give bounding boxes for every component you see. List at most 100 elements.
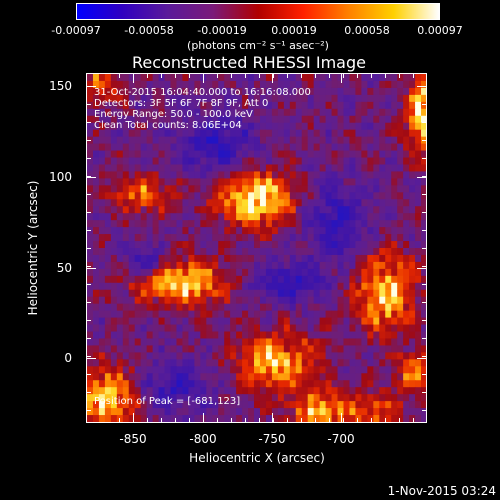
heatmap-cell [176, 303, 183, 312]
heatmap-cell [170, 373, 177, 381]
heatmap-cell [140, 164, 148, 172]
heatmap-cell [110, 324, 118, 333]
heatmap-cell [182, 380, 189, 388]
heatmap-cell [218, 164, 225, 172]
heatmap-cell [403, 108, 410, 117]
heatmap-cell [403, 185, 410, 193]
heatmap-cell [379, 366, 386, 374]
heatmap-cell [158, 373, 166, 381]
heatmap-cell [212, 241, 219, 249]
heatmap-cell [98, 303, 106, 312]
heatmap-cell [182, 220, 189, 228]
heatmap-cell [337, 275, 344, 284]
heatmap-cell [98, 87, 106, 96]
heatmap-cell [283, 338, 291, 346]
heatmap-cell [259, 178, 267, 186]
heatmap-cell [230, 415, 237, 422]
heatmap-cell [248, 310, 255, 319]
heatmap-cell [242, 366, 249, 374]
heatmap-cell [104, 310, 112, 319]
heatmap-cell [92, 366, 100, 374]
heatmap-cell [140, 80, 148, 89]
heatmap-cell [92, 373, 100, 381]
heatmap-cell [277, 220, 285, 228]
heatmap-cell [104, 289, 112, 298]
heatmap-cell [87, 261, 94, 270]
heatmap-cell [254, 310, 261, 319]
heatmap-cell [242, 227, 249, 235]
heatmap-cell [373, 387, 380, 395]
heatmap-cell [289, 296, 297, 305]
heatmap-cell [289, 373, 297, 381]
heatmap-cell [409, 359, 416, 367]
heatmap-cell [218, 338, 225, 346]
heatmap-cell [319, 206, 327, 214]
heatmap-cell [206, 122, 213, 131]
heatmap-cell [212, 282, 219, 291]
heatmap-cell [170, 380, 177, 388]
heatmap-cell [331, 101, 339, 110]
heatmap-cell [331, 303, 339, 312]
heatmap-cell [283, 129, 291, 138]
heatmap-cell [134, 415, 142, 422]
heatmap-cell [289, 234, 297, 242]
heatmap-cell [146, 331, 154, 339]
heatmap-cell [170, 94, 177, 103]
heatmap-cell [116, 234, 124, 242]
heatmap-cell [319, 87, 327, 96]
heatmap-cell [116, 254, 124, 263]
heatmap-cell [271, 366, 279, 374]
heatmap-cell [271, 345, 279, 353]
heatmap-cell [319, 359, 327, 367]
heatmap-cell [98, 164, 106, 172]
heatmap-cell [277, 157, 285, 165]
heatmap-cell [152, 303, 160, 312]
heatmap-cell [92, 359, 100, 367]
heatmap-cell [254, 129, 261, 138]
heatmap-cell [409, 143, 416, 152]
heatmap-cell [104, 178, 112, 186]
heatmap-cell [87, 178, 94, 186]
heatmap-cell [218, 192, 225, 200]
heatmap-cell [224, 366, 231, 374]
heatmap-cell [140, 206, 148, 214]
heatmap-cell [373, 261, 380, 270]
tick-mark [189, 418, 190, 422]
heatmap-cell [415, 359, 422, 367]
heatmap-cell [116, 164, 124, 172]
heatmap-cell [164, 101, 172, 110]
heatmap-cell [265, 143, 273, 152]
heatmap-cell [158, 289, 166, 298]
heatmap-cell [289, 310, 297, 319]
heatmap-cell [295, 310, 303, 319]
heatmap-cell [158, 199, 166, 207]
heatmap-cell [361, 324, 368, 333]
heatmap-cell [176, 234, 183, 242]
heatmap-cell [164, 122, 172, 131]
heatmap-cell [224, 408, 231, 416]
heatmap-cell [301, 394, 309, 402]
heatmap-cell [146, 282, 154, 291]
heatmap-cell [361, 310, 368, 319]
heatmap-cell [218, 331, 225, 339]
heatmap-cell [313, 345, 321, 353]
heatmap-cell [319, 122, 327, 131]
heatmap-cell [122, 122, 130, 131]
heatmap-cell [403, 234, 410, 242]
heatmap-cell [403, 373, 410, 381]
heatmap-cell [313, 254, 321, 263]
heatmap-cell [391, 387, 398, 395]
heatmap-cell [110, 101, 118, 110]
heatmap-cell [164, 108, 172, 117]
heatmap-cell [236, 366, 243, 374]
heatmap-cell [289, 129, 297, 138]
heatmap-cell [158, 317, 166, 326]
heatmap-cell [373, 213, 380, 221]
heatmap-cell [379, 108, 386, 117]
heatmap-cell [134, 366, 142, 374]
heatmap-cell [271, 254, 279, 263]
heatmap-cell [254, 227, 261, 235]
heatmap-cell [319, 268, 327, 277]
heatmap-cell [116, 108, 124, 117]
heatmap-cell [283, 359, 291, 367]
